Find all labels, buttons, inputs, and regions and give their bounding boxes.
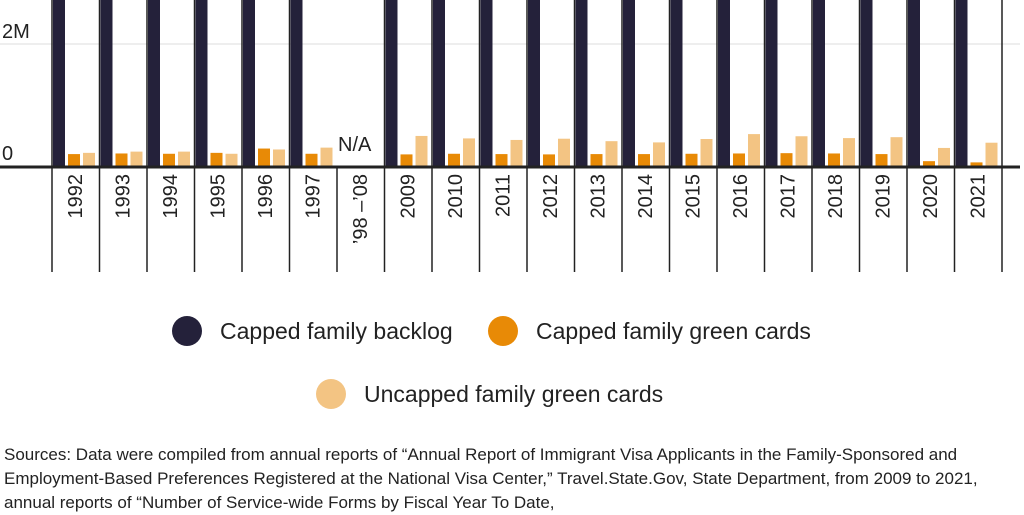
bar-capped-family-green-cards: [258, 148, 270, 167]
bar-capped-family-green-cards: [495, 154, 508, 167]
xtick-label: 2011: [492, 174, 514, 217]
bar-capped-family-green-cards: [400, 154, 413, 167]
bar-capped-family-backlog: [195, 0, 208, 167]
bar-capped-family-green-cards: [780, 153, 793, 167]
legend-label-backlog: Capped family backlog: [220, 317, 453, 344]
bar-chart: 0 2M 1992 1993 1994 1995 1996 1997 N/A ’98 –’08 20…: [0, 0, 1020, 272]
bar-capped-family-backlog: [148, 0, 160, 167]
bar-uncapped-family-green-cards: [653, 142, 665, 167]
bar-uncapped-family-green-cards: [795, 136, 808, 167]
legend-label-capped: Capped family green cards: [536, 317, 811, 344]
bar-capped-family-backlog: [670, 0, 683, 167]
bar-uncapped-family-green-cards: [463, 138, 475, 167]
bar-capped-family-green-cards: [923, 161, 935, 167]
bar-uncapped-family-green-cards: [985, 142, 998, 167]
bar-capped-family-green-cards: [448, 153, 460, 167]
bar-capped-family-green-cards: [68, 154, 80, 167]
xtick-label: 1995: [207, 174, 229, 219]
bar-capped-family-backlog: [860, 0, 873, 167]
legend-dot-capped: [488, 316, 518, 346]
bar-capped-family-green-cards: [638, 154, 650, 167]
bar-uncapped-family-green-cards: [130, 151, 143, 167]
bar-uncapped-family-green-cards: [843, 138, 855, 167]
bar-uncapped-family-green-cards: [320, 147, 333, 167]
xtick-label: 1993: [112, 174, 134, 219]
bar-uncapped-family-green-cards: [748, 134, 760, 167]
xtick-label: 2019: [872, 174, 894, 219]
bar-capped-family-backlog: [433, 0, 445, 167]
xtick-label: 2009: [397, 174, 419, 219]
bar-capped-family-green-cards: [828, 153, 840, 167]
bar-capped-family-backlog: [480, 0, 493, 167]
bar-capped-family-backlog: [385, 0, 398, 167]
xtick-label: 1994: [160, 174, 182, 219]
xtick-label: 1997: [302, 174, 324, 219]
xtick-label: 2014: [635, 174, 657, 219]
bar-capped-family-green-cards: [163, 153, 175, 167]
bar-capped-family-green-cards: [685, 153, 698, 167]
chart-axis: 0 2M 1992 1993 1994 1995 1996 1997 N/A ’98 –’08 20…: [0, 0, 1020, 272]
legend-item-uncapped: Uncapped family green cards: [316, 379, 663, 409]
legend-item-capped: Capped family green cards: [488, 316, 811, 346]
bar-uncapped-family-green-cards: [890, 137, 903, 167]
bar-capped-family-backlog: [290, 0, 303, 167]
na-annotation: N/A: [338, 134, 372, 156]
bar-capped-family-green-cards: [210, 152, 223, 167]
xtick-label: 2021: [967, 174, 989, 219]
xtick-label: 2016: [730, 174, 752, 219]
xtick-label: 2010: [445, 174, 467, 219]
legend-item-backlog: Capped family backlog: [172, 316, 453, 346]
xtick-label: 1996: [255, 174, 277, 219]
bar-capped-family-backlog: [243, 0, 255, 167]
bar-capped-family-green-cards: [733, 153, 745, 167]
ytick-label: 0: [2, 143, 13, 165]
bar-uncapped-family-green-cards: [605, 141, 618, 167]
bar-uncapped-family-green-cards: [225, 153, 238, 167]
legend-label-uncapped: Uncapped family green cards: [364, 380, 664, 407]
xtick-label: 2020: [920, 174, 942, 219]
bar-capped-family-backlog: [908, 0, 920, 167]
xtick-label: 2017: [777, 174, 799, 219]
bar-uncapped-family-green-cards: [273, 149, 285, 167]
bar-uncapped-family-green-cards: [700, 139, 713, 167]
xtick-label: ’98 –’08: [350, 174, 372, 244]
bar-uncapped-family-green-cards: [83, 152, 95, 167]
chart-bars: [53, 0, 998, 167]
bar-capped-family-backlog: [765, 0, 778, 167]
bar-uncapped-family-green-cards: [558, 138, 570, 167]
bar-uncapped-family-green-cards: [178, 151, 190, 167]
bar-capped-family-green-cards: [115, 153, 128, 167]
xtick-label: 1992: [65, 174, 87, 219]
bar-capped-family-green-cards: [543, 154, 555, 167]
bar-capped-family-green-cards: [305, 153, 318, 167]
bar-capped-family-backlog: [528, 0, 540, 167]
ytick-label: 2M: [2, 21, 30, 43]
bar-capped-family-green-cards: [875, 154, 888, 167]
bar-capped-family-backlog: [718, 0, 730, 167]
xtick-label: 2018: [825, 174, 847, 219]
bar-capped-family-backlog: [623, 0, 635, 167]
bar-capped-family-backlog: [575, 0, 588, 167]
bar-capped-family-green-cards: [590, 154, 603, 167]
bar-capped-family-green-cards: [970, 162, 983, 167]
bar-uncapped-family-green-cards: [938, 147, 950, 167]
xtick-label: 2015: [682, 174, 704, 219]
bar-capped-family-backlog: [813, 0, 825, 167]
bar-capped-family-backlog: [955, 0, 968, 167]
legend-dot-backlog: [172, 316, 202, 346]
bar-uncapped-family-green-cards: [510, 139, 523, 167]
legend-dot-uncapped: [316, 379, 346, 409]
bar-capped-family-backlog: [53, 0, 65, 167]
xtick-label: 2013: [587, 174, 609, 219]
xtick-label: 2012: [540, 174, 562, 219]
bar-capped-family-backlog: [100, 0, 113, 167]
sources-note: Sources: Data were compiled from annual …: [4, 445, 978, 512]
bar-uncapped-family-green-cards: [415, 135, 428, 167]
